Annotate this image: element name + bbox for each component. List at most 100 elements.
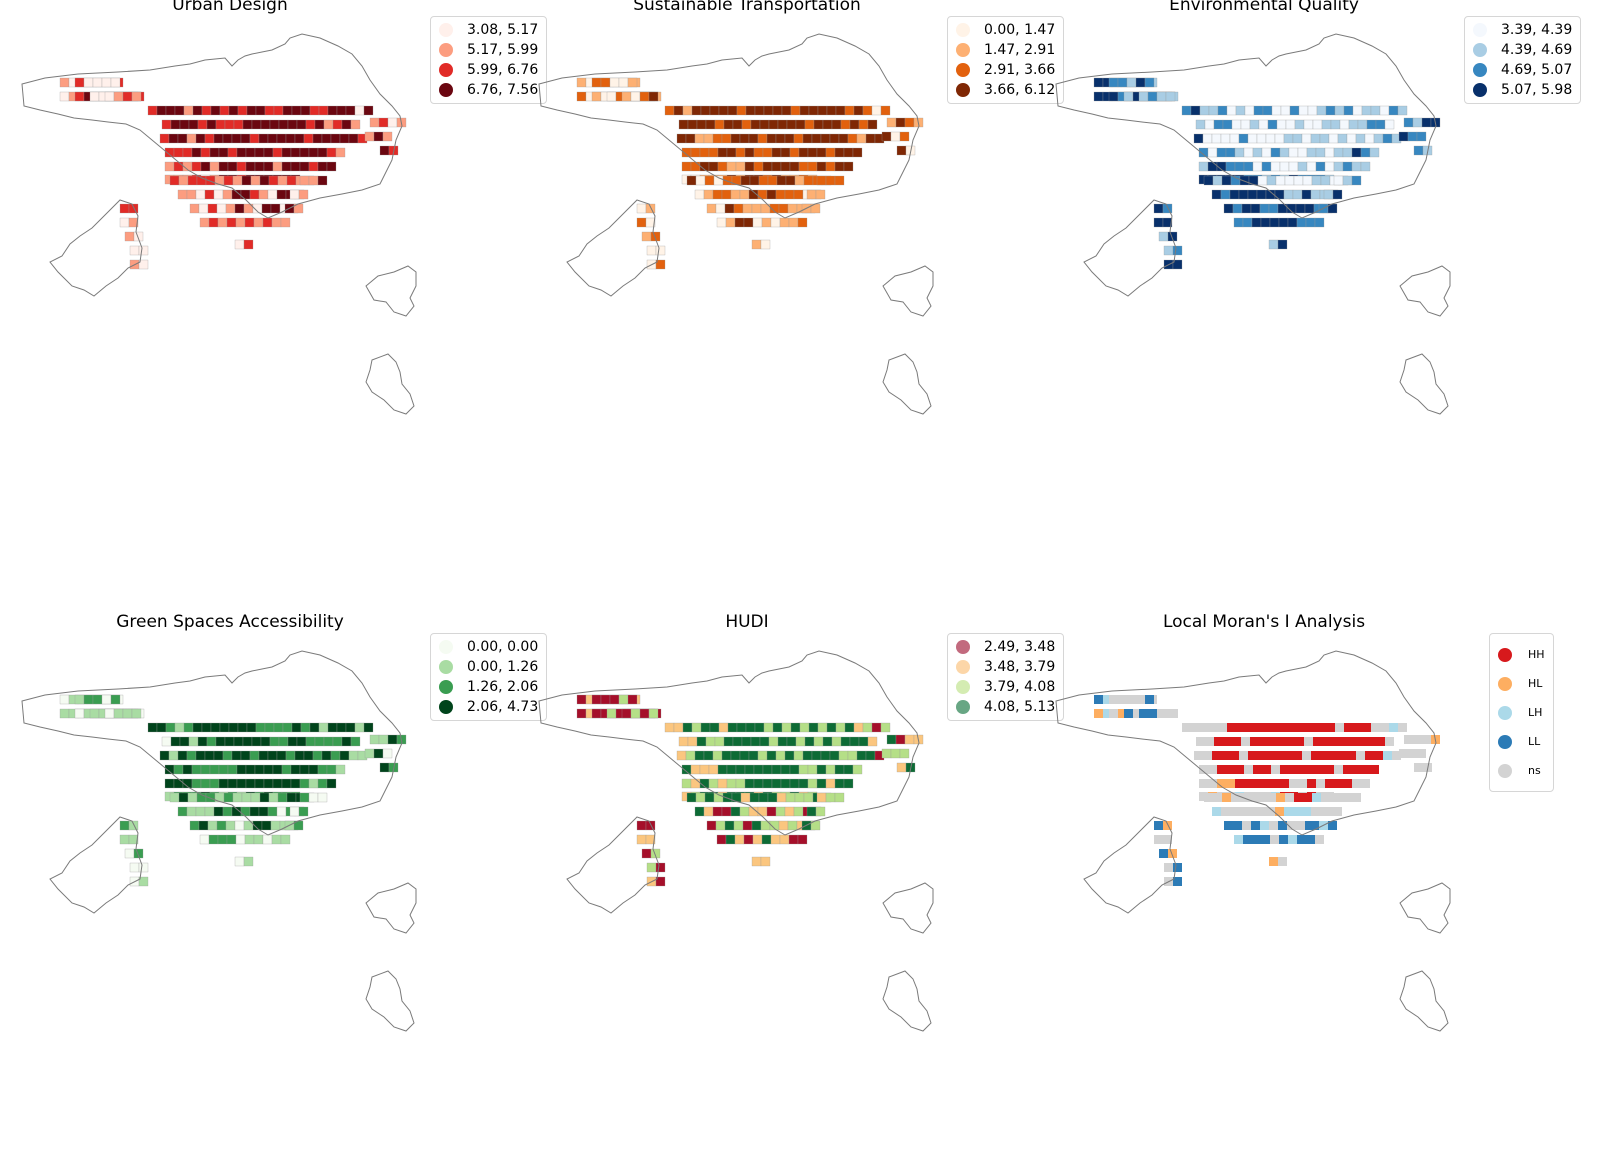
grid-cell [1398,131,1409,142]
grid-cell [1333,807,1342,816]
grid-cell [847,133,858,144]
grid-cell [1212,751,1221,760]
grid-cell [1284,807,1293,816]
grid-cell [835,722,846,733]
grid-cell [217,834,228,845]
legend-item: 1.47, 2.91 [956,40,1055,60]
grid-cell [1348,119,1359,130]
grid-cell [1256,133,1267,144]
grid-cell [1371,723,1380,732]
grid-cell [712,750,723,761]
legend-swatch [956,83,970,97]
grid-cell [721,750,732,761]
grid-cell [1422,735,1431,744]
grid-cell [847,750,858,761]
grid-cell [790,105,801,116]
grid-cell [816,175,827,186]
grid-cell [1124,709,1133,718]
legend-swatch [1473,63,1487,77]
grid-cell [788,834,799,845]
grid-cell [815,806,826,817]
grid-cell [1217,105,1228,116]
grid-cell [1331,737,1340,746]
grid-cell [732,119,743,130]
grid-cell [1236,723,1245,732]
map-title: Environmental Quality [1169,0,1359,15]
grid-cell [703,750,714,761]
grid-cell [1333,161,1344,172]
grid-cell [645,820,656,831]
grid-cell [1222,119,1233,130]
grid-cell [766,750,777,761]
grid-cell [844,722,855,733]
grid-cell [204,189,215,200]
grid-cell [195,189,206,200]
grid-cell [177,189,188,200]
grid-cell [817,105,828,116]
grid-cell [1304,203,1315,214]
legend-swatch [439,83,453,97]
grid-cell [224,736,235,747]
grid-cell [645,217,656,228]
grid-cell [326,147,337,158]
grid-cell [576,708,587,719]
grid-cell [1249,793,1258,802]
grid-cell [694,133,705,144]
grid-cell [730,189,741,200]
grid-cell [735,161,746,172]
grid-cell [630,91,641,102]
grid-cell [1268,737,1277,746]
grid-cell [1263,723,1272,732]
grid-cell [218,778,229,789]
grid-cell [1225,161,1236,172]
grid-cell [382,131,393,142]
grid-cell [161,736,172,747]
grid-cell [1312,119,1323,130]
grid-cell [1217,779,1226,788]
grid-cell [716,834,727,845]
grid-cell [332,119,343,130]
grid-cell [128,834,139,845]
grid-cell [263,147,274,158]
grid-cell [1231,119,1242,130]
grid-cell [705,736,716,747]
district-boundary [1399,882,1451,934]
grid-cell [278,119,289,130]
grid-cell [1366,119,1377,130]
grid-cell [735,764,746,775]
grid-cell [250,175,261,186]
grid-cell [694,189,705,200]
grid-cell [1240,793,1249,802]
grid-cell [272,764,283,775]
grid-cell [159,133,170,144]
grid-cell [236,147,247,158]
grid-cell [290,161,301,172]
grid-cell [1242,217,1253,228]
grid-cell [280,834,291,845]
legend-item: LH [1498,698,1545,727]
grid-cell [726,778,737,789]
grid-cell [1261,147,1272,158]
grid-cell [138,876,149,887]
grid-cell [826,722,837,733]
grid-cell [183,105,194,116]
legend-item: 3.08, 5.17 [439,20,538,40]
grid-cell [267,133,278,144]
grid-cell [1260,821,1269,830]
grid-cell [714,119,725,130]
grid-cell [277,792,288,803]
grid-cell [291,105,302,116]
grid-cell [1388,105,1399,116]
grid-cell [233,736,244,747]
grid-cell [250,792,261,803]
legend-item: 0.00, 0.00 [439,637,538,657]
grid-cell [687,736,698,747]
map-title: Sustainable Transportation [633,0,861,15]
grid-cell [1109,695,1118,704]
grid-cell [179,119,190,130]
grid-cell [1375,119,1386,130]
grid-cell [1153,217,1164,228]
grid-cell [378,117,389,128]
legend-item: LL [1498,727,1545,756]
grid-cell [759,736,770,747]
